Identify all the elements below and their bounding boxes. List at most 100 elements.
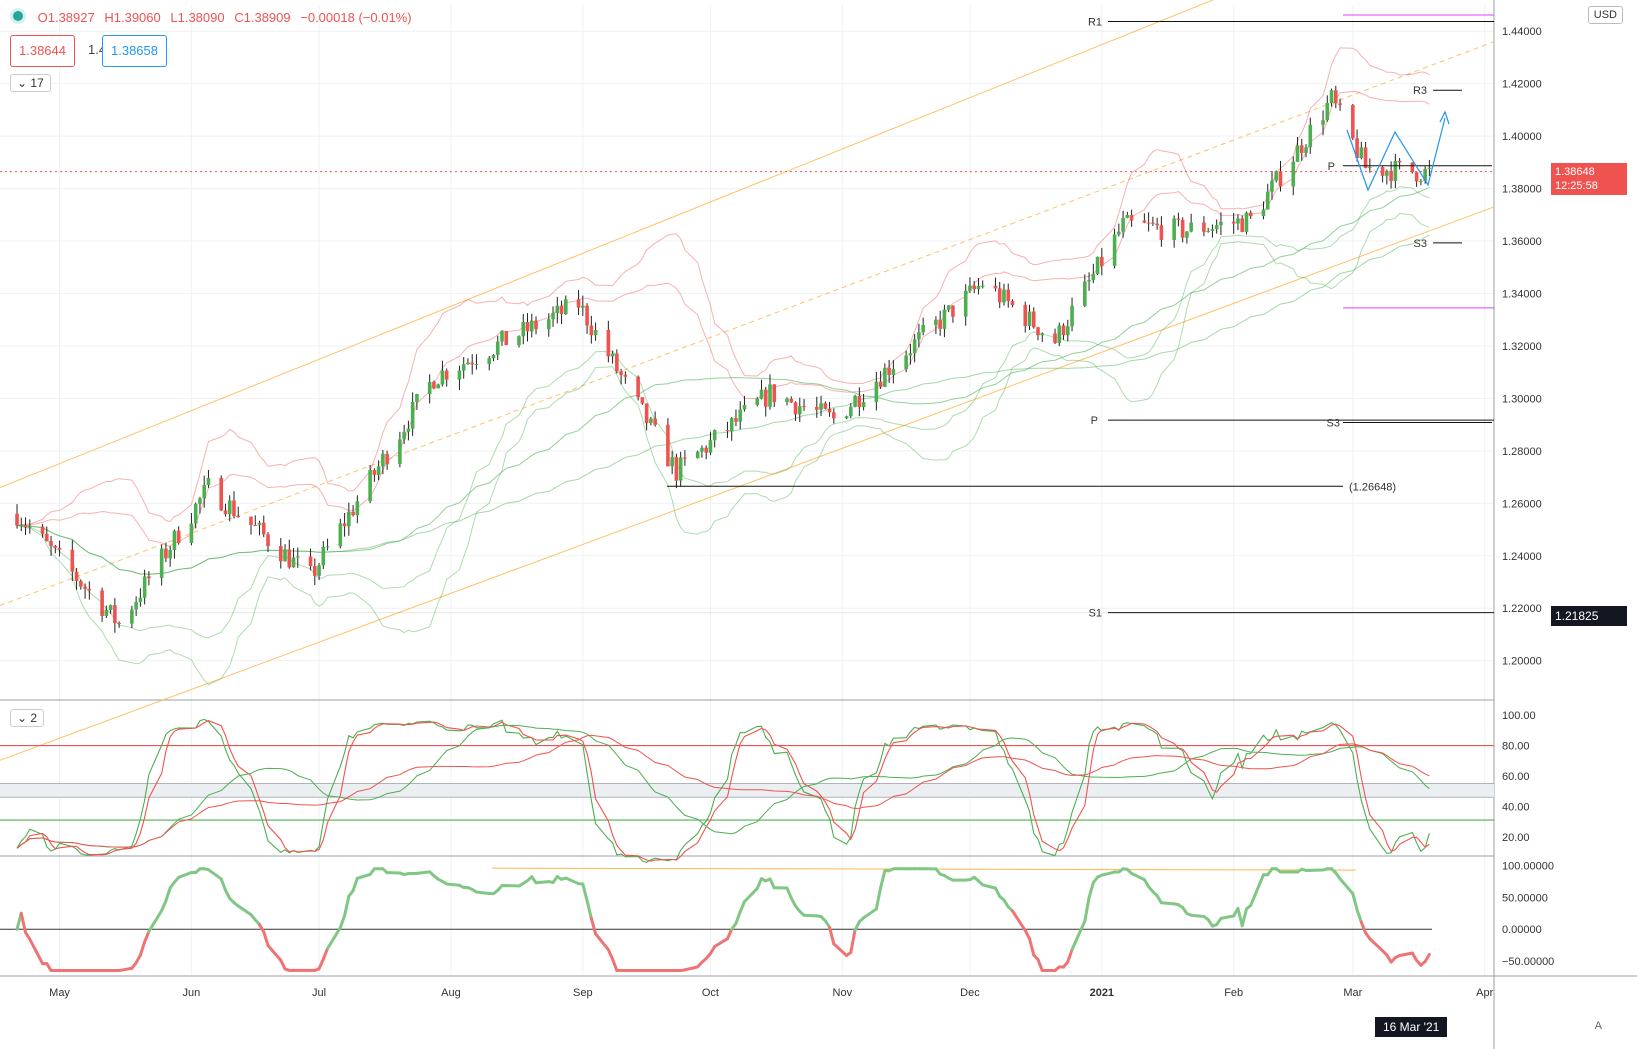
x-tick-label: Aug: [441, 987, 461, 999]
osc-segment: [1159, 901, 1176, 906]
candle-body: [53, 546, 58, 548]
candle-body: [1202, 222, 1206, 232]
candle-body: [674, 457, 679, 481]
candle-body: [219, 477, 224, 511]
candle-body: [351, 511, 355, 516]
sell-button[interactable]: 1.38644: [10, 35, 75, 67]
candle-body: [759, 389, 764, 399]
candle-body: [785, 398, 789, 403]
stoch-band-fill: [0, 783, 1494, 798]
candle-body: [372, 469, 377, 475]
candle-body: [1321, 120, 1325, 125]
candle-body: [1023, 305, 1028, 326]
candle-body: [398, 439, 402, 465]
symbol-status-icon: [10, 8, 26, 24]
indicators-toggle-main[interactable]: ⌄ 17: [10, 74, 51, 92]
candle-body: [249, 516, 253, 525]
candle-body: [23, 525, 28, 528]
candle-body: [313, 566, 317, 576]
osc-segment: [738, 900, 746, 914]
candle-body: [640, 397, 645, 404]
osc-segment: [474, 890, 491, 895]
candle-body: [576, 299, 581, 308]
candle-body: [581, 305, 585, 308]
candle-body: [402, 431, 406, 440]
stoch-d-line: [16, 719, 1430, 862]
osc-segment: [1100, 870, 1117, 877]
candle-body: [40, 526, 45, 534]
candle-body: [814, 406, 819, 410]
candle-body: [385, 453, 389, 465]
candle-body: [130, 609, 134, 624]
candle-body: [1142, 220, 1147, 223]
candle-body: [147, 576, 151, 579]
y-tick-label: 1.24000: [1502, 551, 1542, 563]
candle-body: [381, 453, 385, 467]
osc-segment: [853, 920, 861, 932]
candle-body: [1236, 218, 1240, 224]
candle-body: [491, 354, 496, 359]
bb-upper-line: [16, 47, 1430, 527]
pivot-level-label: R3: [1413, 85, 1427, 97]
candle-body: [878, 381, 883, 387]
crosshair-price-tag: 1.21825: [1551, 606, 1627, 626]
osc-segment: [828, 925, 836, 946]
stoch-tick-label: 40.00: [1502, 801, 1530, 813]
buy-button[interactable]: 1.38658: [102, 35, 167, 67]
osc-segment: [606, 948, 615, 961]
candle-body: [461, 364, 466, 371]
auto-scale-button[interactable]: A: [1594, 1020, 1602, 1032]
candle-body: [325, 546, 330, 548]
ohlc-change: −0.00018 (−0.01%): [300, 10, 412, 25]
candle-body: [15, 513, 19, 526]
osc-segment: [1066, 948, 1074, 964]
pivot-level-label: (1.26648): [1349, 481, 1396, 493]
pivot-level-label: S1: [1089, 608, 1102, 620]
candle-body: [266, 534, 270, 547]
candle-body: [1248, 212, 1253, 217]
candle-body: [797, 406, 802, 415]
candle-body: [738, 409, 743, 422]
candle-body: [466, 362, 470, 365]
candle-body: [164, 548, 168, 559]
candle-body: [1176, 218, 1181, 220]
candle-body: [342, 523, 347, 527]
ohlc-open: O1.38927: [37, 10, 95, 25]
currency-button[interactable]: USD: [1587, 6, 1623, 24]
x-tick-label: Dec: [960, 987, 980, 999]
ma-90-line: [16, 234, 1430, 575]
candle-body: [376, 466, 381, 475]
indicators-toggle-stoch[interactable]: ⌄ 2: [10, 709, 45, 727]
candle-body: [457, 370, 462, 380]
candle-body: [368, 469, 372, 502]
candle-body: [844, 416, 849, 419]
candle-body: [1351, 105, 1355, 139]
candle-body: [861, 402, 866, 408]
osc-segment: [802, 913, 819, 918]
candle-body: [1389, 170, 1393, 182]
candle-body: [1214, 225, 1219, 230]
candle-body: [19, 525, 24, 527]
candle-body: [585, 305, 589, 326]
candle-body: [1112, 234, 1117, 266]
candle-body: [176, 530, 181, 543]
candle-body: [134, 601, 138, 610]
candle-body: [938, 319, 942, 329]
pivot-level-label: S3: [1414, 238, 1427, 250]
candle-body: [1427, 167, 1432, 169]
candle-body: [257, 522, 262, 526]
y-tick-label: 1.30000: [1502, 393, 1542, 405]
osc-segment: [713, 937, 729, 949]
osc-segment: [317, 957, 325, 971]
candle-body: [406, 428, 411, 432]
bar-countdown: 12:25:58: [1555, 180, 1598, 192]
osc-segment: [160, 899, 168, 913]
osc-segment: [266, 943, 283, 962]
candle-body: [1117, 231, 1121, 235]
stoch-tick-label: 100.00: [1502, 710, 1536, 722]
candle-body: [853, 396, 857, 407]
candle-body: [1274, 171, 1279, 181]
y-tick-label: 1.42000: [1502, 79, 1542, 91]
stoch-tick-label: 80.00: [1502, 741, 1530, 753]
